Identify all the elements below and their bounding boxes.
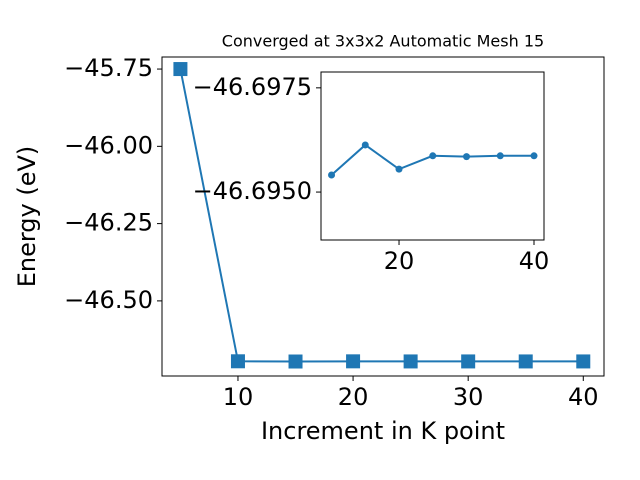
y-tick-label: −46.00 bbox=[64, 131, 153, 159]
marker bbox=[288, 354, 303, 369]
x-axis-label: Increment in K point bbox=[261, 417, 505, 445]
marker bbox=[576, 354, 591, 369]
marker bbox=[173, 62, 188, 77]
marker bbox=[463, 153, 471, 161]
marker bbox=[518, 354, 533, 369]
x-tick-label: 40 bbox=[568, 383, 599, 411]
marker bbox=[530, 152, 538, 160]
y-tick-label: −45.75 bbox=[64, 54, 153, 82]
x-tick-label: 10 bbox=[223, 383, 254, 411]
x-tick-label: 20 bbox=[338, 383, 369, 411]
y-axis-label: Energy (eV) bbox=[13, 146, 41, 288]
marker bbox=[429, 152, 437, 160]
marker bbox=[395, 165, 403, 173]
chart-title: Converged at 3x3x2 Automatic Mesh 15 bbox=[222, 32, 544, 51]
marker bbox=[403, 354, 418, 369]
x-tick-label: 30 bbox=[453, 383, 484, 411]
marker bbox=[496, 152, 504, 160]
marker bbox=[461, 354, 476, 369]
marker bbox=[361, 141, 369, 149]
y-tick-label: −46.50 bbox=[64, 286, 153, 314]
x-tick-label: 40 bbox=[519, 247, 550, 275]
y-tick-label: −46.6975 bbox=[193, 73, 312, 101]
marker bbox=[328, 171, 336, 179]
y-tick-label: −46.25 bbox=[64, 209, 153, 237]
marker bbox=[230, 354, 245, 369]
marker bbox=[346, 354, 361, 369]
series-line bbox=[179, 68, 584, 363]
y-tick-label: −46.6950 bbox=[193, 177, 312, 205]
x-tick-label: 20 bbox=[384, 247, 415, 275]
